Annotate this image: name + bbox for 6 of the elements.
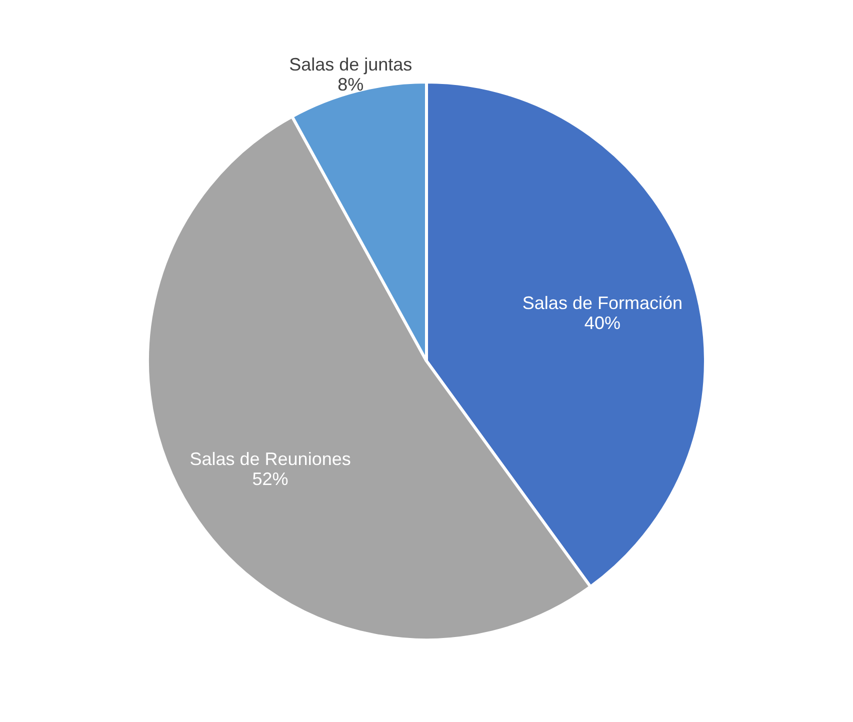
data-label: 52% bbox=[252, 469, 288, 490]
slice-label: Salas de Formación bbox=[522, 292, 682, 313]
slice-label: Salas de Reuniones bbox=[190, 449, 351, 470]
data-label: 40% bbox=[584, 312, 620, 333]
data-label: 8% bbox=[338, 74, 364, 95]
slice-label: Salas de juntas bbox=[289, 54, 412, 75]
